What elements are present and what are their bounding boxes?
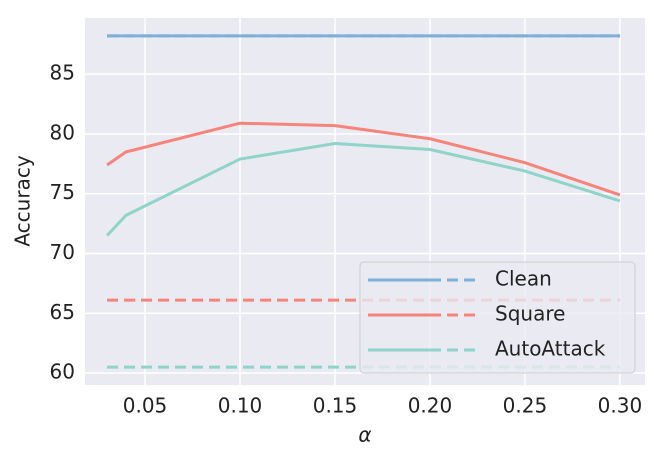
y-axis-label: Accuracy [11,155,35,246]
x-axis-label: α [358,423,371,447]
y-tick-label: 75 [50,180,75,204]
legend-label: AutoAttack [495,337,606,361]
x-tick-label: 0.10 [218,394,263,418]
legend: Clean Square AutoAttack [359,261,636,374]
legend-box [359,261,636,374]
legend-label: Square [495,302,565,326]
y-tick-label: 60 [50,360,75,384]
series-line [106,121,621,197]
x-tick-label: 0.05 [123,394,168,418]
y-tick-label: 65 [50,300,75,324]
y-tick-label: 70 [50,240,75,264]
x-tick-label: 0.20 [408,394,453,418]
x-tick-label: 0.30 [598,394,643,418]
x-tick-label: 0.15 [313,394,358,418]
x-tick-label: 0.25 [503,394,548,418]
y-tick-label: 85 [50,61,75,85]
series-line [105,142,621,237]
legend-label: Clean [495,267,552,291]
y-tick-label: 80 [50,120,75,144]
